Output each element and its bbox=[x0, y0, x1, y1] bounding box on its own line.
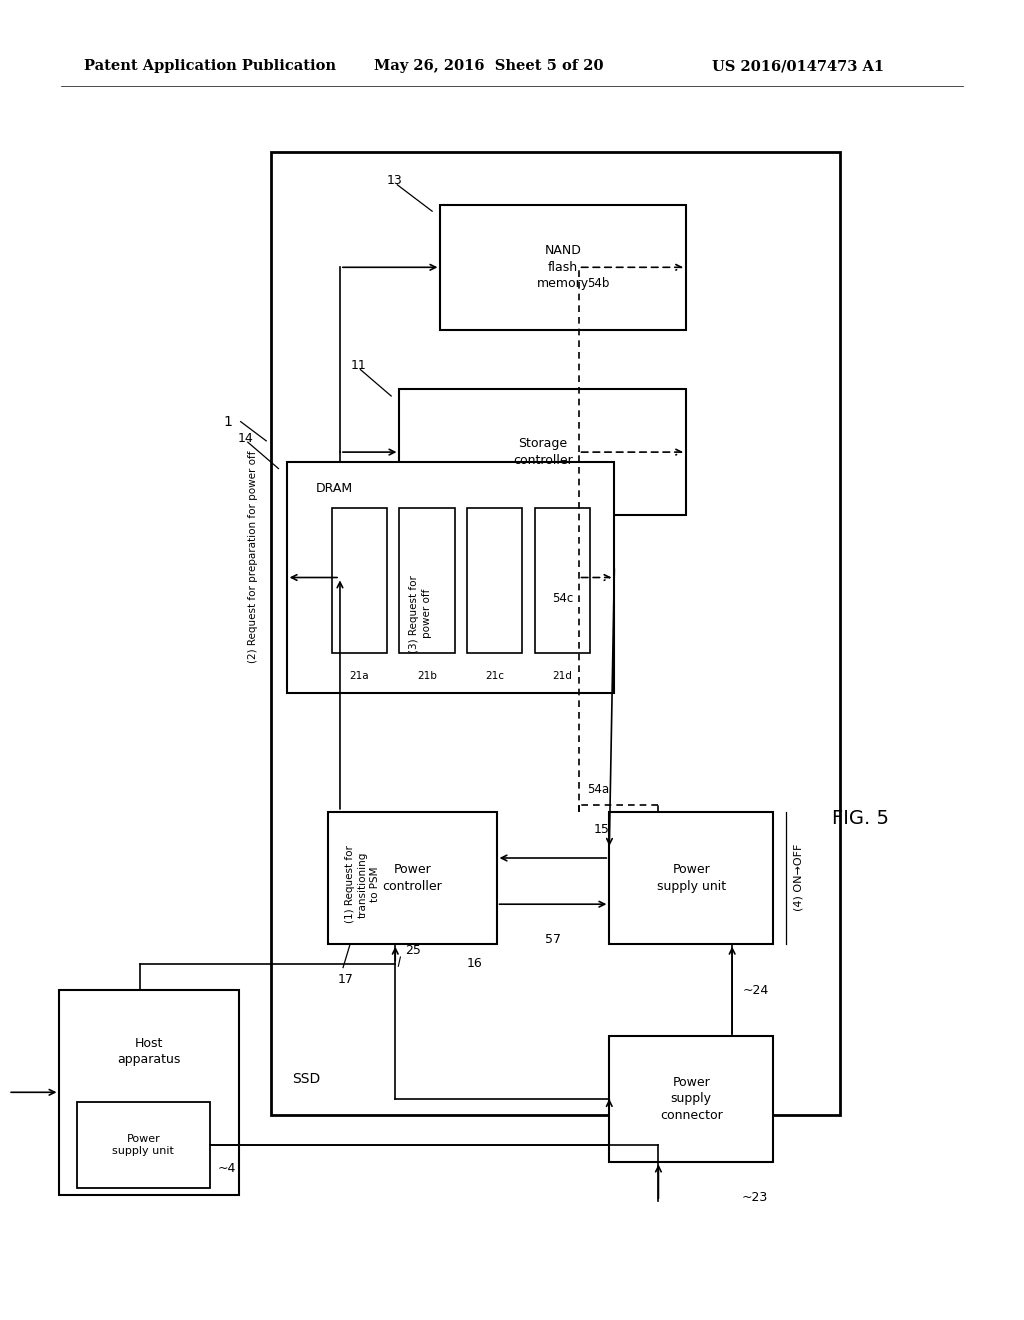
Text: ~23: ~23 bbox=[741, 1191, 768, 1204]
Text: 21b: 21b bbox=[417, 671, 437, 681]
Bar bbox=[467, 508, 522, 653]
Bar bbox=[399, 508, 455, 653]
Text: 54c: 54c bbox=[552, 593, 573, 606]
Text: May 26, 2016  Sheet 5 of 20: May 26, 2016 Sheet 5 of 20 bbox=[374, 59, 603, 73]
Text: DRAM: DRAM bbox=[315, 482, 352, 495]
Text: 21a: 21a bbox=[349, 671, 370, 681]
Text: US 2016/0147473 A1: US 2016/0147473 A1 bbox=[712, 59, 884, 73]
Bar bbox=[287, 462, 614, 693]
Text: (1) Request for
transitioning
to PSM: (1) Request for transitioning to PSM bbox=[345, 846, 380, 923]
Bar bbox=[609, 1036, 773, 1162]
Text: Power
supply unit: Power supply unit bbox=[113, 1134, 174, 1156]
Text: SSD: SSD bbox=[292, 1072, 321, 1086]
Bar bbox=[535, 508, 590, 653]
Text: ~24: ~24 bbox=[742, 983, 769, 997]
Text: 13: 13 bbox=[387, 174, 402, 187]
Text: 16: 16 bbox=[467, 957, 482, 970]
Text: 54a: 54a bbox=[587, 783, 609, 796]
Text: 17: 17 bbox=[338, 973, 354, 986]
Text: (3) Request for
power off: (3) Request for power off bbox=[410, 576, 432, 652]
Bar bbox=[609, 812, 773, 944]
Text: ~4: ~4 bbox=[218, 1162, 237, 1175]
Text: 21c: 21c bbox=[485, 671, 504, 681]
Bar bbox=[328, 812, 497, 944]
Text: NAND
flash
memory: NAND flash memory bbox=[538, 244, 589, 290]
Text: 54b: 54b bbox=[587, 277, 609, 290]
Text: Power
controller: Power controller bbox=[382, 863, 442, 892]
Text: 11: 11 bbox=[350, 359, 366, 372]
Text: 21d: 21d bbox=[552, 671, 572, 681]
Text: (4) ON→OFF: (4) ON→OFF bbox=[794, 843, 804, 912]
Bar bbox=[59, 990, 239, 1195]
Text: Storage
controller: Storage controller bbox=[513, 437, 572, 467]
Text: 15: 15 bbox=[594, 822, 609, 836]
Bar bbox=[332, 508, 387, 653]
Text: 1: 1 bbox=[223, 414, 232, 429]
Text: FIG. 5: FIG. 5 bbox=[831, 809, 889, 828]
Text: (2) Request for preparation for power off: (2) Request for preparation for power of… bbox=[248, 450, 258, 663]
Bar bbox=[440, 205, 686, 330]
Bar bbox=[77, 1102, 210, 1188]
Text: 14: 14 bbox=[238, 432, 253, 445]
Text: Power
supply
connector: Power supply connector bbox=[659, 1076, 723, 1122]
Text: 57: 57 bbox=[545, 933, 561, 946]
Text: Host
apparatus: Host apparatus bbox=[118, 1036, 180, 1067]
Text: Power
supply unit: Power supply unit bbox=[656, 863, 726, 892]
Text: Patent Application Publication: Patent Application Publication bbox=[84, 59, 336, 73]
Text: 25: 25 bbox=[406, 944, 422, 957]
Bar bbox=[399, 389, 686, 515]
Bar bbox=[271, 152, 840, 1115]
